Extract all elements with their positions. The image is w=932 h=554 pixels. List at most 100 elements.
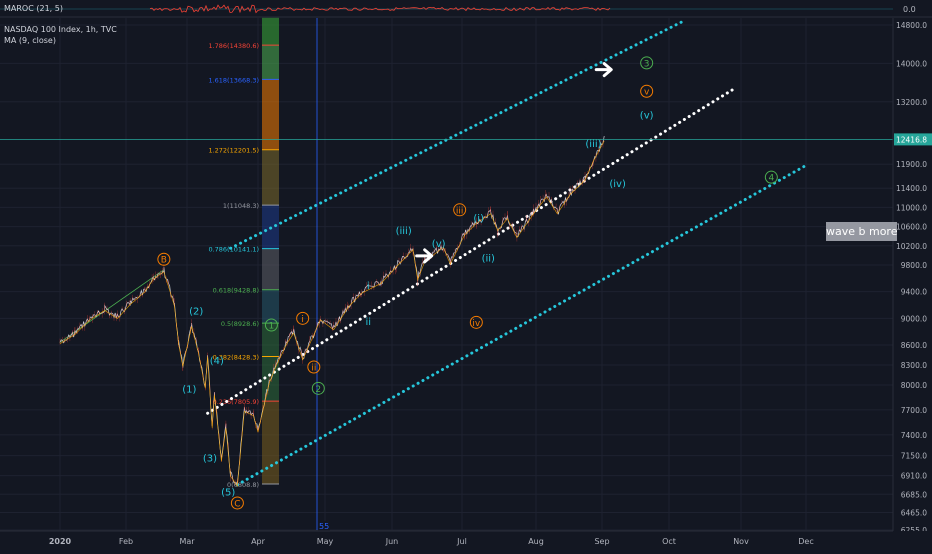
arrow-right-icon[interactable] <box>594 62 613 78</box>
fib-band <box>262 17 279 46</box>
wave-label[interactable]: v <box>640 84 654 98</box>
time-tick-label: Aug <box>528 537 544 546</box>
time-tick-label: Jun <box>385 537 399 546</box>
symbol-legend[interactable]: NASDAQ 100 Index, 1h, TVC <box>4 25 121 34</box>
wave-label[interactable]: (4) <box>210 356 224 367</box>
wave-label[interactable]: ii <box>307 360 321 374</box>
wave-label[interactable]: 3 <box>640 56 654 70</box>
fib-level-label: 0.618(9428.8) <box>213 287 259 295</box>
wave-label-text: (3) <box>203 454 217 465</box>
wave-label-ring <box>311 381 325 395</box>
wave-label-ring <box>307 360 321 374</box>
wave-label[interactable]: i <box>296 311 310 325</box>
bar-count-bg <box>318 521 330 531</box>
indicator-legend[interactable]: MAROC (21, 5) <box>4 4 67 13</box>
maroc-line <box>149 4 611 14</box>
fib-band <box>262 289 279 324</box>
price-tick-label: 11900.0 <box>896 160 927 169</box>
price-tick-label: 8600.0 <box>901 341 927 350</box>
wave-label[interactable]: (1) <box>182 385 196 396</box>
wave-label[interactable]: 1 <box>264 318 278 332</box>
wave-label[interactable]: (v) <box>432 239 446 250</box>
price-tick-label: 11000.0 <box>896 203 927 212</box>
wave-label-text: (v) <box>640 111 654 122</box>
wave-label-text: i <box>367 281 370 292</box>
price-tick-label: 6685.0 <box>901 490 927 499</box>
price-tick-label: 11400.0 <box>896 184 927 193</box>
wave-label-text: (5) <box>221 488 235 499</box>
fib-level-label: 0.236(7805.9) <box>213 398 259 406</box>
arrow-right-icon[interactable] <box>415 248 434 264</box>
last-price-label: 12416.8 <box>896 135 927 144</box>
wave-label[interactable]: (5) <box>221 488 235 499</box>
wave-label-ring <box>640 56 654 70</box>
price-tick-label: 9800.0 <box>901 261 927 270</box>
symbol-title: NASDAQ 100 Index, 1h, TVC <box>4 25 117 34</box>
fib-band <box>262 248 279 290</box>
wave-label[interactable]: i <box>367 281 370 292</box>
wave-label[interactable]: 2 <box>311 381 325 395</box>
wave-label-text: iii <box>456 206 464 216</box>
wave-label-ring <box>264 318 278 332</box>
price-tick-label: 10200.0 <box>896 242 927 251</box>
wave-label-text: C <box>234 499 240 509</box>
indicator-title: MAROC (21, 5) <box>4 4 63 13</box>
wave-label[interactable]: (3) <box>203 454 217 465</box>
fib-level-label: 1.618(13668.3) <box>208 76 259 84</box>
ma-legend[interactable]: MA (9, close) <box>4 36 60 45</box>
time-axis[interactable]: 2020 Feb Mar Apr May Jun Jul Aug Sep Oct Nov Dec <box>0 530 932 550</box>
wave-label-text: (iii) <box>396 226 412 237</box>
wave-label-text: 4 <box>768 174 774 184</box>
time-tick-label: Dec <box>798 537 813 546</box>
vertical-marker[interactable]: 55 <box>316 18 330 531</box>
wave-label-text: (4) <box>210 356 224 367</box>
wave-label[interactable]: ii <box>365 317 371 328</box>
wave-label-ring <box>640 84 654 98</box>
fib-level-label: 0.786(10141.1) <box>208 246 259 254</box>
wave-label-text: ii <box>311 364 316 374</box>
wave-label-text: 1 <box>269 322 275 332</box>
price-tick-label: 8300.0 <box>901 361 927 370</box>
wave-label[interactable]: (iii) <box>396 226 412 237</box>
wave-label-ring <box>453 203 467 217</box>
wave-label[interactable]: (iii) <box>585 139 601 150</box>
time-tick-label: Feb <box>119 537 133 546</box>
wave-label-text: 2 <box>315 385 321 395</box>
wave-label-text: iv <box>472 319 481 329</box>
time-tick-label: Apr <box>251 537 266 546</box>
wave-label[interactable]: (iv) <box>609 179 626 190</box>
arrow-markers[interactable] <box>415 62 613 264</box>
price-tick-label: 10600.0 <box>896 223 927 232</box>
wave-label[interactable]: 4 <box>764 170 778 184</box>
wave-label-text: (iii) <box>585 139 601 150</box>
wave-label[interactable]: iii <box>453 203 467 217</box>
wave-label[interactable]: (2) <box>189 307 203 318</box>
wave-b-note[interactable]: wave b more <box>826 222 897 241</box>
wave-label[interactable]: (ii) <box>482 253 495 264</box>
wave-label[interactable]: B <box>157 252 171 266</box>
bar-count-label: 55 <box>319 522 329 531</box>
wave-label-ring <box>469 315 483 329</box>
trend-line-upper-channel[interactable] <box>229 18 687 250</box>
wave-labels[interactable]: B(2)(1)(4)(3)(5)C12iiiiii(iii)iii(v)(i)(… <box>157 56 778 510</box>
time-axis-bg <box>0 531 932 550</box>
time-tick-label: May <box>317 537 334 546</box>
wave-label[interactable]: C <box>230 496 244 510</box>
wave-label[interactable]: (v) <box>640 111 654 122</box>
fib-band <box>262 401 279 484</box>
indicator-value: 0.0 <box>903 5 916 14</box>
price-tick-label: 7700.0 <box>901 406 927 415</box>
wave-label-ring <box>296 311 310 325</box>
fib-level-label: 0.382(8428.3) <box>213 353 259 361</box>
wave-label-text: (iv) <box>609 179 626 190</box>
wave-label[interactable]: iv <box>469 315 483 329</box>
price-axis[interactable]: 14800.0 14000.0 13200.0 11900.0 11400.0 11000… <box>892 18 932 550</box>
trend-line-lower-channel[interactable] <box>235 165 806 487</box>
fib-band <box>262 323 279 357</box>
wave-label[interactable]: (i) <box>473 213 484 224</box>
fib-band <box>262 149 279 206</box>
wave-label-ring <box>764 170 778 184</box>
wave-label-text: (ii) <box>482 253 495 264</box>
